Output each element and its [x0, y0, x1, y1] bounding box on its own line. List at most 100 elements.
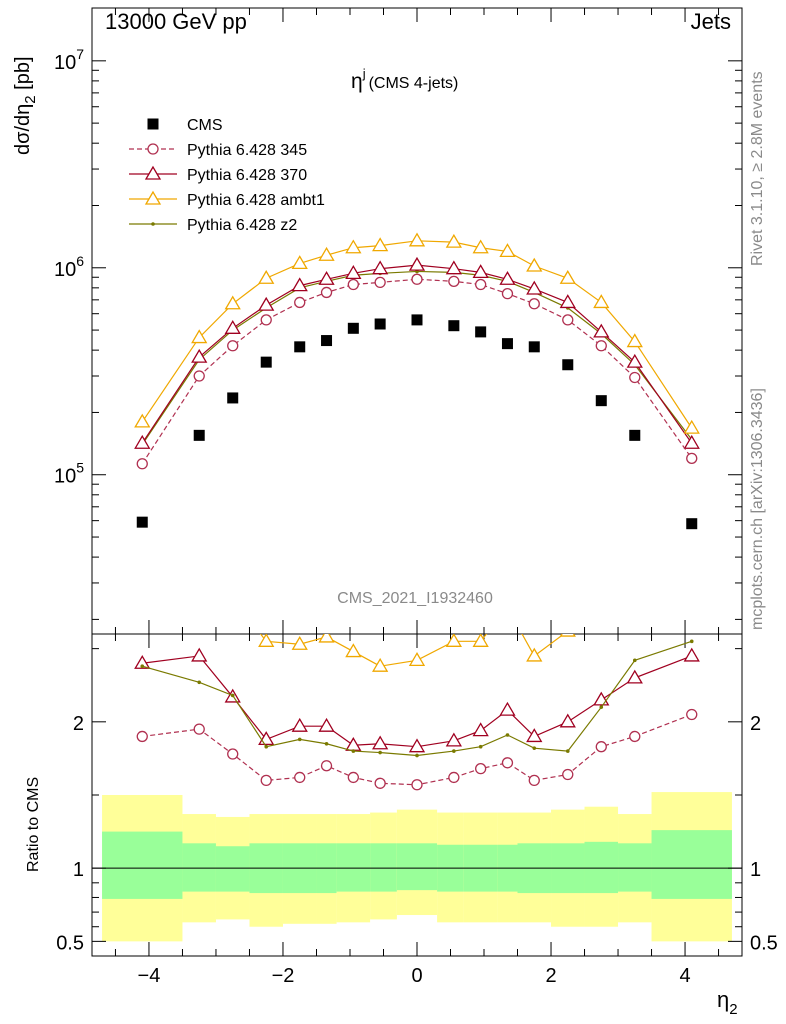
point-pythia-6-428-345: [347, 278, 359, 291]
ratio-point-pythia-6-428-z2: [297, 737, 302, 742]
ratio-point-pythia-6-428-370: [445, 732, 462, 747]
side-label-top: Rivet 3.1.10, ≥ 2.8M events: [749, 71, 766, 266]
ratio-point-pythia-6-428-ambt1: [135, 561, 149, 573]
x-tick-label: 2: [545, 965, 556, 987]
point-cms: [294, 341, 306, 353]
point-pythia-6-428-370: [258, 296, 275, 311]
point-cms: [475, 326, 487, 338]
ratio-point-pythia-6-428-z2: [478, 744, 483, 749]
ratio-point-pythia-6-428-z2: [532, 746, 537, 750]
header-left: 13000 GeV pp: [105, 9, 247, 34]
x-tick-label: −4: [138, 965, 161, 987]
point-pythia-6-428-ambt1: [291, 255, 308, 270]
ratio-point-pythia-6-428-z2: [197, 680, 202, 685]
x-tick-label: −2: [272, 965, 295, 987]
main-plot-marks: [134, 232, 700, 530]
point-cms: [411, 314, 423, 326]
ratio-point-pythia-6-428-ambt1: [472, 634, 489, 647]
series-line-pythia-6-428-z2: [141, 270, 693, 445]
point-cms: [347, 322, 359, 334]
point-pythia-6-428-345: [227, 340, 239, 352]
point-pythia-6-428-ambt1: [626, 333, 643, 348]
ratio-point-pythia-6-428-370: [472, 722, 489, 737]
point-pythia-6-428-370: [134, 434, 151, 449]
point-cms: [374, 318, 386, 330]
ratio-point-pythia-6-428-370: [345, 736, 362, 751]
point-pythia-6-428-345: [260, 314, 272, 326]
point-cms: [227, 392, 239, 404]
ratio-y-tick-label-left: 1: [73, 859, 84, 881]
ratio-point-pythia-6-428-345: [347, 771, 359, 784]
ratio-y-tick-label-right: 1: [750, 859, 761, 881]
point-cms: [595, 395, 607, 407]
ratio-point-pythia-6-428-345: [448, 771, 460, 784]
ratio-point-pythia-6-428-z2: [351, 749, 356, 753]
point-pythia-6-428-345: [629, 371, 641, 384]
watermark: CMS_2021_I1932460: [337, 590, 493, 607]
point-pythia-6-428-370: [445, 260, 462, 275]
ratio-point-pythia-6-428-z2: [452, 749, 456, 753]
ratio-axes: 0.5 0.5 1 1 2 2 −4 −2 0 2 4: [56, 633, 778, 987]
legend-marker-pythia-6-428-ambt1: [144, 190, 162, 205]
ratio-point-pythia-6-428-345: [528, 774, 540, 787]
ratio-point-pythia-6-428-z2: [599, 705, 604, 709]
ratio-plot-marks: [134, 561, 700, 791]
x-axis-label: η2: [717, 987, 738, 1018]
ratio-bands: [102, 792, 732, 942]
point-pythia-6-428-ambt1: [408, 232, 426, 247]
ratio-point-pythia-6-428-345: [136, 730, 148, 743]
ratio-point-pythia-6-428-370: [408, 738, 426, 753]
ratio-point-pythia-6-428-370: [626, 669, 643, 684]
ratio-point-pythia-6-428-345: [260, 774, 272, 787]
point-pythia-6-428-370: [593, 323, 610, 338]
ratio-point-pythia-6-428-370: [683, 647, 700, 662]
ratio-y-tick-label-right: 0.5: [750, 932, 778, 954]
ratio-line-pythia-6-428-ambt1: [259, 634, 565, 667]
uncertainty-band-inner: [396, 843, 438, 891]
point-pythia-6-428-370: [408, 256, 426, 271]
ratio-point-pythia-6-428-z2: [230, 693, 235, 698]
header-right: Jets: [691, 9, 731, 34]
side-label-bottom: mcplots.cern.ch [arXiv:1306.3436]: [749, 388, 766, 630]
uncertainty-band-inner: [215, 846, 250, 892]
uncertainty-band-inner: [182, 843, 216, 892]
ratio-point-pythia-6-428-370: [291, 717, 308, 732]
ratio-point-pythia-6-428-z2: [324, 741, 329, 746]
series-line-pythia-6-428-345: [141, 278, 693, 465]
legend-marker-cms: [147, 118, 159, 130]
uncertainty-band-inner: [651, 830, 732, 899]
point-pythia-6-428-370: [472, 264, 489, 279]
point-pythia-6-428-345: [320, 286, 333, 299]
y-tick-label: 107: [54, 46, 84, 74]
ratio-point-pythia-6-428-345: [193, 723, 205, 735]
point-pythia-6-428-345: [475, 278, 487, 291]
legend-label-pythia-6-428-ambt1: Pythia 6.428 ambt1: [187, 192, 325, 209]
ratio-point-pythia-6-428-ambt1: [500, 601, 514, 613]
point-pythia-6-428-370: [191, 348, 208, 363]
ratio-point-pythia-6-428-ambt1: [258, 634, 275, 647]
legend-label-pythia-6-428-z2: Pythia 6.428 z2: [187, 217, 297, 234]
point-cms: [562, 359, 574, 371]
point-pythia-6-428-345: [528, 298, 540, 310]
legend-label-pythia-6-428-345: Pythia 6.428 345: [187, 142, 307, 159]
ratio-point-pythia-6-428-370: [372, 735, 389, 750]
point-cms: [193, 429, 205, 441]
ratio-point-pythia-6-428-370: [526, 728, 543, 743]
ratio-point-pythia-6-428-ambt1: [345, 643, 362, 658]
point-pythia-6-428-ambt1: [559, 269, 576, 284]
point-pythia-6-428-345: [686, 452, 698, 465]
point-pythia-6-428-ambt1: [345, 239, 362, 254]
ratio-point-pythia-6-428-z2: [264, 744, 269, 749]
ratio-series-group: [134, 561, 700, 791]
legend-marker-pythia-6-428-z2: [151, 222, 155, 226]
point-pythia-6-428-ambt1: [318, 246, 335, 261]
point-pythia-6-428-ambt1: [258, 269, 275, 284]
ratio-line-pythia-6-428-370: [142, 655, 692, 748]
uncertainty-band-inner: [584, 841, 619, 894]
ratio-point-pythia-6-428-z2: [378, 750, 382, 755]
ratio-point-pythia-6-428-345: [374, 777, 386, 789]
ratio-point-pythia-6-428-ambt1: [628, 590, 642, 602]
point-pythia-6-428-345: [448, 275, 460, 287]
ratio-point-pythia-6-428-z2: [140, 664, 145, 668]
